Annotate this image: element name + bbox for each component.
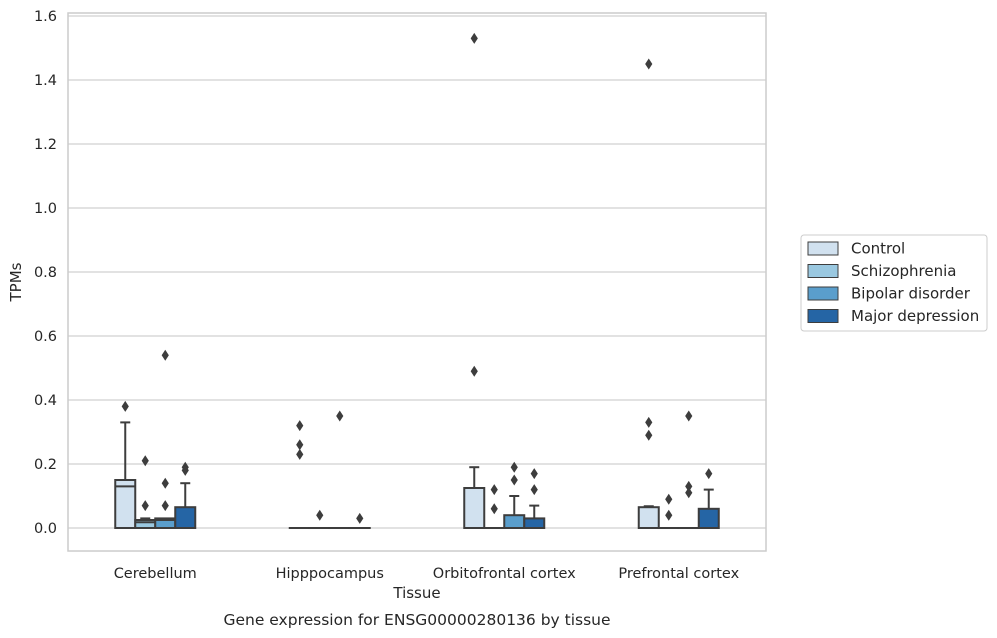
x-tick-labels: Cerebellum Hipppocampus Orbitofrontal cort… xyxy=(114,566,740,582)
outlier-point xyxy=(665,509,673,521)
box-control xyxy=(114,400,137,529)
x-tick-label: Hipppocampus xyxy=(276,566,384,582)
chart-caption: Gene expression for ENSG00000280136 by t… xyxy=(223,611,610,629)
outlier-point xyxy=(181,464,189,476)
outlier-point xyxy=(161,500,169,512)
x-tick-label: Cerebellum xyxy=(114,566,197,582)
outlier-point xyxy=(665,493,673,505)
legend-swatch xyxy=(807,264,839,278)
outlier-point xyxy=(685,480,693,492)
outlier-point xyxy=(161,477,169,489)
x-axis-label: Tissue xyxy=(392,584,440,602)
box-body xyxy=(697,507,720,529)
box-body xyxy=(114,479,137,529)
outlier-point xyxy=(490,484,498,496)
box-bipolar-disorder xyxy=(328,410,351,530)
box-major-depression xyxy=(523,468,546,530)
legend: Control Schizophrenia Bipolar disorder Majo… xyxy=(800,234,988,332)
legend-label: Major depression xyxy=(851,307,979,325)
box-body xyxy=(637,506,660,530)
outlier-point xyxy=(510,461,518,473)
outlier-point xyxy=(316,509,324,521)
legend-swatch xyxy=(807,241,839,256)
outlier-point xyxy=(141,500,149,512)
legend-label: Control xyxy=(851,240,905,258)
outlier-point xyxy=(470,32,478,44)
outlier-point xyxy=(121,400,129,412)
outlier-point xyxy=(296,448,304,460)
plot-area xyxy=(68,13,766,551)
outlier-point xyxy=(530,484,538,496)
box-control xyxy=(463,32,486,529)
box-control xyxy=(637,58,660,530)
legend-swatch xyxy=(807,286,839,301)
box-body xyxy=(134,519,157,529)
y-tick-label: 0.2 xyxy=(34,457,57,473)
outlier-point xyxy=(685,410,693,422)
outlier-point xyxy=(356,512,364,524)
x-tick-label: Orbitofrontal cortex xyxy=(433,566,576,582)
box-schizophrenia xyxy=(483,484,506,530)
boxes xyxy=(114,32,720,530)
y-axis-label: TPMs xyxy=(7,262,25,302)
outlier-point xyxy=(296,439,304,451)
box-body xyxy=(523,517,546,530)
outlier-point xyxy=(296,420,304,432)
outlier-point xyxy=(490,503,498,515)
outlier-point xyxy=(141,455,149,467)
outlier-point xyxy=(336,410,344,422)
outlier-point xyxy=(530,468,538,480)
box-bipolar-disorder xyxy=(503,461,526,530)
box-body xyxy=(174,506,197,530)
outlier-point xyxy=(685,487,693,499)
outlier-point xyxy=(645,58,653,70)
box-body xyxy=(503,514,526,530)
box-major-depression xyxy=(697,468,720,529)
outlier-point xyxy=(470,365,478,377)
y-tick-label: 0.6 xyxy=(34,329,57,345)
legend-swatch xyxy=(807,309,839,323)
y-tick-label: 0.4 xyxy=(34,393,57,409)
box-major-depression xyxy=(348,512,371,530)
outlier-point xyxy=(645,416,653,428)
box-body xyxy=(463,487,486,529)
y-tick-label: 0.8 xyxy=(34,265,57,281)
y-tick-label: 1.2 xyxy=(34,137,57,153)
legend-frame xyxy=(800,234,988,332)
outlier-point xyxy=(645,429,653,441)
box-major-depression xyxy=(174,461,197,530)
box-bipolar-disorder xyxy=(677,410,700,530)
y-tick-label: 1.4 xyxy=(34,73,57,89)
legend-label: Bipolar disorder xyxy=(851,285,971,303)
y-tick-labels: 0.0 0.2 0.4 0.6 0.8 1.0 1.2 1.4 1.6 xyxy=(34,9,57,537)
x-tick-label: Prefrontal cortex xyxy=(618,566,739,582)
y-tick-label: 1.6 xyxy=(34,9,57,25)
outlier-point xyxy=(510,474,518,486)
outlier-point xyxy=(705,468,713,480)
y-tick-label: 0.0 xyxy=(34,521,57,537)
legend-label: Schizophrenia xyxy=(851,262,956,280)
outlier-point xyxy=(161,349,169,361)
plot-frame xyxy=(67,12,767,552)
y-tick-label: 1.0 xyxy=(34,201,57,217)
